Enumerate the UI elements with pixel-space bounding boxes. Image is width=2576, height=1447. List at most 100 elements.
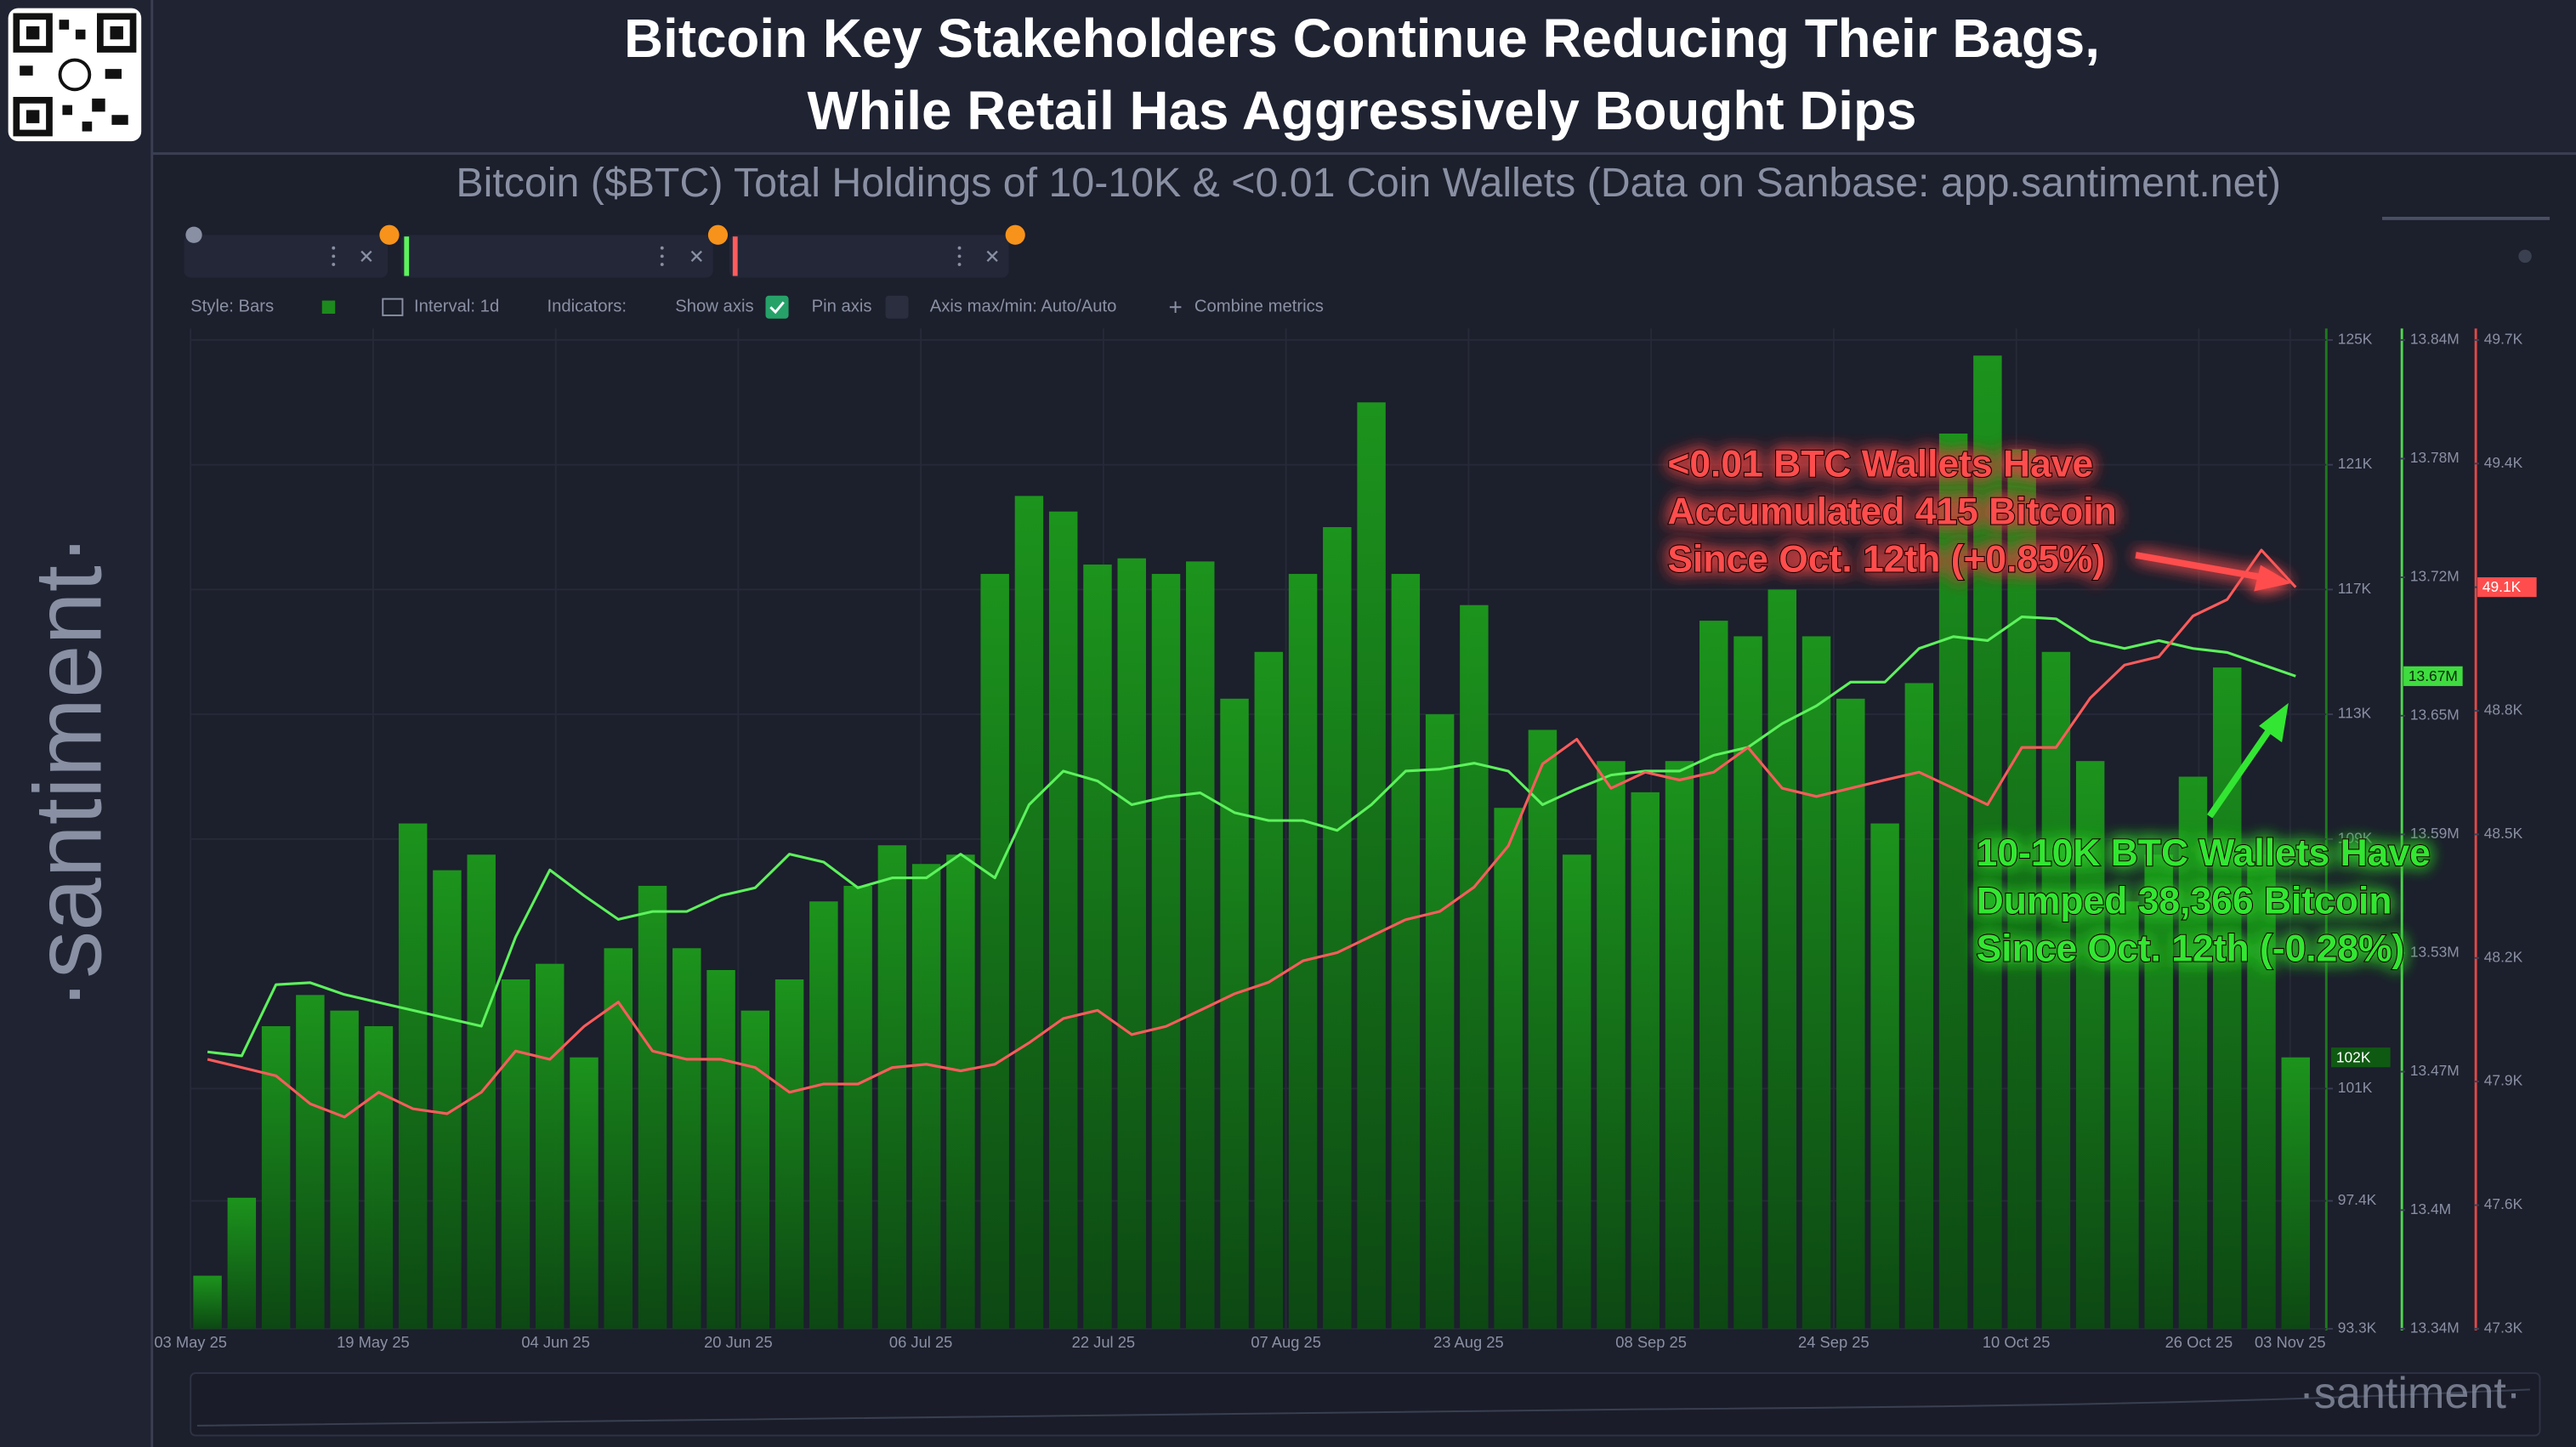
- toolbar-item[interactable]: Indicators:: [547, 298, 627, 316]
- chip[interactable]: [184, 235, 389, 278]
- y-tick-label: 47.3K: [2484, 1319, 2523, 1336]
- y-tick-label: 47.9K: [2484, 1072, 2523, 1089]
- toolbar-item[interactable]: Pin axis: [812, 298, 872, 316]
- bar: [1767, 589, 1797, 1329]
- bar: [364, 1026, 394, 1329]
- title-line: While Retail Has Aggressively Bought Dip…: [807, 80, 1916, 141]
- checkbox[interactable]: [765, 295, 789, 319]
- toolbar-item[interactable]: Show axis: [675, 298, 753, 316]
- chip[interactable]: [729, 235, 1009, 278]
- toolbar-item[interactable]: Style: Bars: [190, 298, 274, 316]
- bar: [296, 995, 325, 1329]
- toolbar-item[interactable]: Combine metrics: [1194, 298, 1324, 316]
- bar: [1254, 651, 1284, 1329]
- bar: [809, 901, 838, 1329]
- bar: [1870, 823, 1899, 1329]
- lock-icon: [185, 226, 202, 243]
- x-tick-label: 03 May 25: [154, 1333, 227, 1351]
- chip-color: [732, 236, 738, 276]
- bar: [1014, 496, 1044, 1329]
- toolbar-item[interactable]: Axis max/min: Auto/Auto: [930, 298, 1117, 316]
- bar: [1733, 636, 1762, 1329]
- bar: [1528, 729, 1558, 1329]
- y-tick-label: 117K: [2338, 580, 2372, 597]
- chip-color: [404, 236, 410, 276]
- bar: [1597, 761, 1626, 1329]
- bar: [1357, 402, 1386, 1329]
- bar: [2144, 854, 2173, 1329]
- value-badge: [2331, 1047, 2391, 1068]
- y-tick-label: 13.4M: [2410, 1200, 2451, 1217]
- annotation: Dumped 38,366 Bitcoin: [1977, 880, 2392, 922]
- x-tick-label: 07 Aug 25: [1251, 1333, 1321, 1351]
- toolbar-item[interactable]: Interval: 1d: [414, 298, 499, 316]
- y-tick-label: 13.53M: [2410, 944, 2460, 961]
- x-tick-label: 04 Jun 25: [521, 1333, 590, 1351]
- y-tick-label: 13.84M: [2410, 330, 2460, 347]
- bar: [570, 1057, 599, 1329]
- bar: [1904, 683, 1934, 1329]
- x-tick-label: 24 Sep 25: [1798, 1333, 1870, 1351]
- y-tick-label: 13.65M: [2410, 706, 2460, 723]
- value-label: 13.67M: [2409, 667, 2458, 684]
- bar: [1973, 355, 2002, 1329]
- bar: [1836, 698, 1865, 1329]
- value-label: 102K: [2336, 1048, 2371, 1065]
- bar: [2075, 761, 2105, 1329]
- bar: [1151, 574, 1181, 1329]
- bar: [227, 1197, 257, 1329]
- bar: [1391, 574, 1421, 1329]
- bar: [1494, 808, 1523, 1329]
- y-tick-label: 13.78M: [2410, 449, 2460, 466]
- color-swatch[interactable]: [321, 300, 336, 314]
- x-tick-label: 10 Oct 25: [1983, 1333, 2051, 1351]
- bar: [1048, 511, 1078, 1329]
- x-tick-label: 22 Jul 25: [1072, 1333, 1135, 1351]
- watermark: ·santiment·: [14, 534, 121, 1010]
- bar: [1323, 527, 1352, 1329]
- y-tick-label: 13.47M: [2410, 1062, 2460, 1079]
- y-tick-label: 49.7K: [2484, 330, 2523, 347]
- minimap[interactable]: [190, 1372, 2541, 1437]
- y-tick-label: 48.5K: [2484, 825, 2523, 842]
- close-icons[interactable]: [360, 250, 998, 262]
- chip[interactable]: [400, 235, 713, 278]
- y-tick-label: 113K: [2338, 705, 2372, 722]
- value-badge: [2403, 666, 2463, 686]
- toolbar: Style: Bars Interval: 1d Indicators: Sho…: [190, 295, 1324, 319]
- bar: [433, 870, 462, 1329]
- bar: [2007, 449, 2036, 1329]
- bar: [604, 948, 633, 1329]
- bar: [2041, 651, 2071, 1329]
- x-tick-label: 20 Jun 25: [704, 1333, 773, 1351]
- y-tick-label: 13.72M: [2410, 568, 2460, 585]
- coin-icon: [379, 224, 400, 245]
- x-tick-label: 26 Oct 25: [2165, 1333, 2233, 1351]
- bar: [398, 823, 428, 1329]
- y-tick-label: 13.59M: [2410, 825, 2460, 842]
- annotation: Accumulated 415 Bitcoin: [1667, 491, 2116, 532]
- y-tick-label: 93.3K: [2338, 1319, 2377, 1336]
- coin-icon: [707, 224, 729, 245]
- bar: [2178, 776, 2208, 1329]
- subtitle: Bitcoin ($BTC) Total Holdings of 10-10K …: [456, 160, 2281, 206]
- bar: [1186, 561, 1215, 1329]
- checkbox[interactable]: [885, 295, 909, 319]
- bar: [1425, 714, 1455, 1329]
- title-line: Bitcoin Key Stakeholders Continue Reduci…: [624, 8, 2100, 69]
- bar: [843, 885, 872, 1329]
- y-tick-label: 97.4K: [2338, 1191, 2377, 1208]
- bar: [330, 1010, 359, 1329]
- menu-icons[interactable]: [332, 246, 962, 266]
- value-badge: [2477, 577, 2537, 598]
- bar: [672, 948, 701, 1329]
- bar: [2110, 901, 2139, 1329]
- bar: [946, 854, 975, 1329]
- bar: [1220, 698, 1249, 1329]
- plot: 03 May 25 19 May 25 04 Jun 25 20 Jun 25 06 J…: [154, 328, 2537, 1351]
- y-tick-label: 49.4K: [2484, 454, 2523, 471]
- bar: [2247, 854, 2276, 1329]
- annotation: Since Oct. 12th (-0.28%): [1977, 928, 2405, 969]
- bar: [2281, 1057, 2310, 1329]
